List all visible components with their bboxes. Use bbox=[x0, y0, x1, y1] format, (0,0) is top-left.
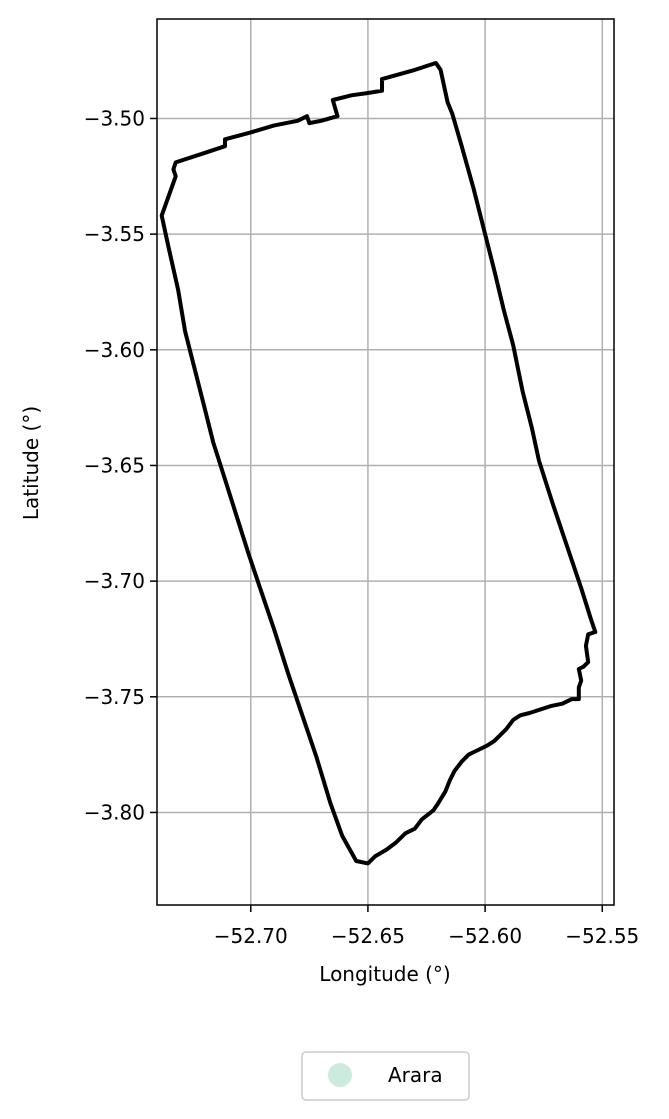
y-tick-label: −3.60 bbox=[84, 338, 145, 362]
x-tick-label: −52.55 bbox=[565, 924, 639, 948]
y-tick-label: −3.50 bbox=[84, 106, 145, 130]
y-tick-label: −3.70 bbox=[84, 569, 145, 593]
legend: Arara bbox=[302, 1052, 469, 1100]
x-axis-label: Longitude (°) bbox=[319, 962, 450, 986]
y-tick-label: −3.55 bbox=[84, 222, 145, 246]
y-tick-label: −3.75 bbox=[84, 685, 145, 709]
y-axis-label: Latitude (°) bbox=[19, 406, 43, 520]
x-tick-label: −52.60 bbox=[448, 924, 522, 948]
legend-box bbox=[302, 1052, 469, 1100]
y-tick-label: −3.80 bbox=[84, 800, 145, 824]
legend-marker-arara bbox=[328, 1063, 352, 1087]
y-tick-label: −3.65 bbox=[84, 453, 145, 477]
x-tick-label: −52.65 bbox=[331, 924, 405, 948]
legend-label-arara: Arara bbox=[388, 1063, 443, 1087]
x-tick-label: −52.70 bbox=[214, 924, 288, 948]
